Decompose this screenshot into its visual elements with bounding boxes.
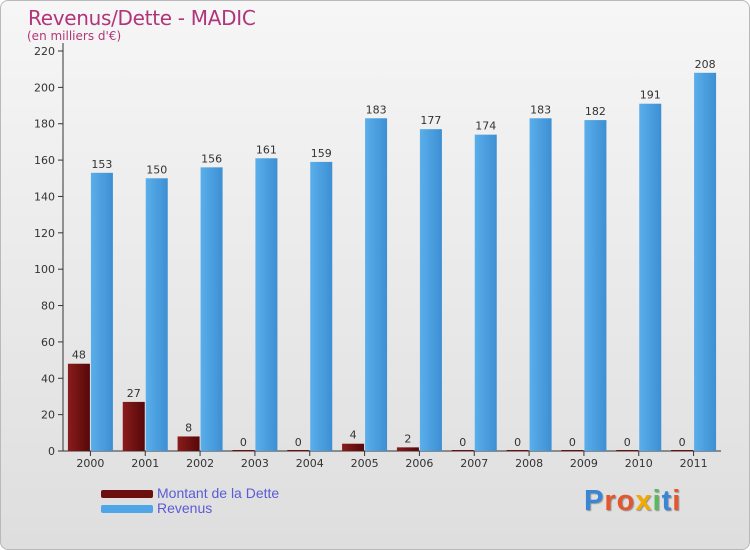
data-label-revenus: 156 [201, 152, 222, 165]
bar-dette [67, 363, 90, 451]
data-label-revenus: 182 [585, 105, 606, 118]
x-tick-label: 2006 [405, 457, 433, 470]
y-tick-label: 220 [34, 45, 55, 58]
bar-revenus [90, 172, 113, 451]
bar-revenus [529, 118, 552, 451]
y-tick-label: 40 [41, 372, 55, 385]
bar-revenus [694, 72, 717, 452]
bar-dette [232, 450, 255, 451]
x-tick-label: 2007 [460, 457, 488, 470]
y-tick-label: 100 [34, 263, 55, 276]
x-tick-label: 2005 [351, 457, 379, 470]
bar-revenus [145, 178, 168, 452]
bar-dette [342, 443, 365, 451]
data-label-revenus: 177 [420, 114, 441, 127]
logo-letter: t [661, 485, 673, 517]
x-tick-label: 2008 [515, 457, 543, 470]
data-label-dette: 0 [240, 436, 247, 449]
data-label-revenus: 159 [311, 147, 332, 160]
bar-revenus [310, 161, 333, 451]
bar-revenus [365, 118, 388, 451]
logo-letter: i [652, 485, 662, 517]
x-tick-label: 2001 [131, 457, 159, 470]
bar-dette [177, 436, 200, 451]
y-tick-label: 20 [41, 409, 55, 422]
y-tick-label: 120 [34, 227, 55, 240]
bar-dette [671, 450, 694, 451]
data-label-revenus: 191 [640, 89, 661, 102]
legend-label-revenus: Revenus [157, 500, 213, 516]
x-tick-label: 2009 [570, 457, 598, 470]
data-label-revenus: 183 [366, 103, 387, 116]
bar-dette [287, 450, 310, 451]
bar-dette [506, 450, 529, 451]
data-label-revenus: 174 [475, 120, 496, 133]
bar-revenus [200, 167, 223, 451]
legend-swatch-dette [101, 490, 153, 498]
x-tick-label: 2011 [680, 457, 708, 470]
data-label-dette: 8 [185, 421, 192, 434]
x-tick-label: 2003 [241, 457, 269, 470]
logo-letter: P [584, 485, 605, 517]
logo-letter: x [635, 485, 653, 517]
x-tick-label: 2004 [296, 457, 324, 470]
logo-letter: r [604, 485, 617, 517]
data-label-dette: 0 [679, 436, 686, 449]
x-tick-label: 2002 [186, 457, 214, 470]
bar-dette [122, 401, 145, 451]
bar-dette [561, 450, 584, 451]
data-label-dette: 0 [624, 436, 631, 449]
bar-revenus [419, 129, 442, 451]
y-tick-label: 140 [34, 190, 55, 203]
bar-dette [396, 447, 419, 451]
bar-revenus [639, 103, 662, 452]
data-label-dette: 4 [350, 429, 357, 442]
x-tick-label: 2010 [625, 457, 653, 470]
bar-dette [451, 450, 474, 451]
bar-dette [616, 450, 639, 451]
data-label-revenus: 208 [695, 58, 716, 71]
data-label-revenus: 153 [91, 158, 112, 171]
data-label-revenus: 161 [256, 143, 277, 156]
chart-title: Revenus/Dette - MADIC [28, 6, 256, 30]
bar-revenus [255, 158, 278, 452]
data-label-dette: 27 [127, 387, 141, 400]
data-label-dette: 48 [72, 349, 86, 362]
chart-subtitle: (en milliers d'€) [27, 29, 122, 43]
data-label-dette: 0 [459, 436, 466, 449]
legend-swatch-revenus [101, 505, 153, 513]
data-label-revenus: 150 [146, 163, 167, 176]
data-label-revenus: 183 [530, 103, 551, 116]
y-tick-label: 80 [41, 300, 55, 313]
y-tick-label: 180 [34, 118, 55, 131]
proxiti-logo: Proxiti [584, 485, 681, 518]
logo-letter: o [616, 485, 636, 517]
y-tick-label: 200 [34, 81, 55, 94]
logo-letter: i [672, 485, 682, 517]
data-label-dette: 0 [569, 436, 576, 449]
bar-revenus [584, 120, 607, 451]
y-tick-label: 160 [34, 154, 55, 167]
legend-label-dette: Montant de la Dette [157, 485, 280, 501]
y-tick-label: 60 [41, 336, 55, 349]
data-label-dette: 0 [514, 436, 521, 449]
bar-revenus [474, 134, 497, 452]
y-tick-label: 0 [48, 445, 55, 458]
data-label-dette: 0 [295, 436, 302, 449]
data-label-dette: 2 [404, 432, 411, 445]
x-tick-label: 2000 [76, 457, 104, 470]
